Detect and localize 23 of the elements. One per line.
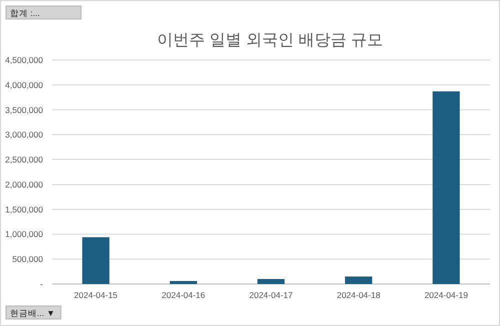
text: 합계 :... — [10, 8, 40, 18]
bar — [82, 237, 110, 284]
y-tick-label: 2,000,000 — [5, 179, 44, 190]
x-tick-label: 2024-04-17 — [249, 290, 294, 300]
y-tick-label: 3,500,000 — [5, 104, 44, 115]
y-tick-label: 2,500,000 — [5, 154, 44, 165]
chart-title: 이번주 일별 외국인 배당금 규모 — [157, 32, 383, 49]
bar — [345, 276, 372, 284]
bar — [432, 91, 460, 284]
y-tick-label: 1,500,000 — [5, 204, 44, 214]
y-tick-label: 1,000,000 — [5, 229, 44, 240]
y-tick-label: 3,000,000 — [5, 130, 44, 140]
x-tick-label: 2024-04-16 — [162, 290, 206, 300]
x-tick-label: 2024-04-18 — [336, 290, 381, 300]
y-tick-label: - — [40, 279, 44, 289]
y-tick-label: 4,000,000 — [5, 80, 44, 90]
x-tick-label: 2024-04-15 — [74, 290, 118, 300]
text: 현금배... ▼ — [10, 308, 55, 318]
y-tick-label: 500,000 — [12, 254, 44, 264]
bar — [257, 279, 285, 284]
bar — [170, 281, 197, 284]
x-tick-label: 2024-04-19 — [424, 290, 468, 300]
y-tick-label: 4,500,000 — [5, 55, 44, 65]
